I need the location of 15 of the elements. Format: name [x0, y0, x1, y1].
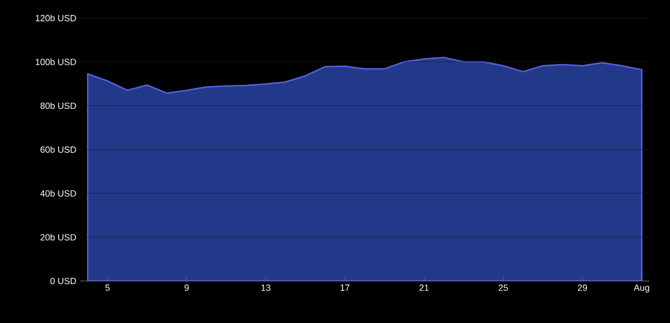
y-tick-label: 60b USD	[40, 146, 76, 153]
y-tick-label: 40b USD	[40, 190, 76, 197]
x-tick-label: 25	[498, 284, 508, 291]
y-tick-label: 0 USD	[50, 278, 76, 284]
x-tick-label: Aug	[634, 284, 650, 293]
y-tick-label: 80b USD	[40, 102, 76, 109]
x-tick-label: 13	[261, 284, 270, 291]
x-tick-label: 5	[105, 284, 110, 291]
x-tick-label: 29	[578, 284, 587, 291]
y-tick-label: 100b USD	[36, 58, 76, 66]
x-tick-label: 17	[340, 284, 350, 291]
y-tick-label: 120b USD	[36, 14, 76, 22]
x-tick-label: 21	[420, 284, 429, 291]
y-tick-label: 20b USD	[40, 234, 76, 240]
x-tick-label: 9	[184, 284, 189, 291]
